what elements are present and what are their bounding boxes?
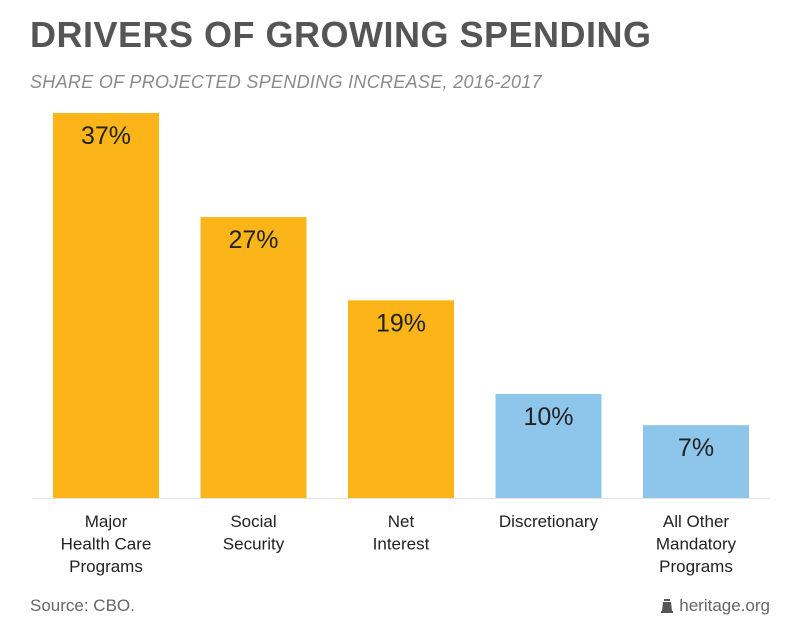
- category-label: Discretionary: [499, 512, 599, 531]
- source-note: Source: CBO.: [30, 596, 135, 615]
- bar: [200, 217, 307, 498]
- bar-value-label: 19%: [376, 309, 426, 337]
- brand-text: heritage.org: [679, 596, 770, 615]
- bar-value-label: 27%: [228, 226, 278, 254]
- category-label: All Other Mandatory Programs: [656, 512, 737, 576]
- category-label: Major Health Care Programs: [61, 512, 152, 576]
- bar-value-label: 7%: [678, 434, 714, 462]
- bar-value-label: 10%: [523, 403, 573, 431]
- bar: [53, 113, 159, 498]
- bar-value-label: 37%: [81, 122, 131, 150]
- category-label: Net Interest: [373, 512, 430, 554]
- bar: [348, 300, 454, 498]
- chart-subtitle: SHARE OF PROJECTED SPENDING INCREASE, 20…: [30, 72, 542, 92]
- chart-title: DRIVERS OF GROWING SPENDING: [30, 14, 652, 55]
- liberty-bell-icon: [661, 598, 674, 613]
- category-label: Social Security: [223, 512, 285, 554]
- bar: [495, 393, 602, 498]
- brand-logo[interactable]: heritage.org: [661, 596, 770, 616]
- bar: [643, 425, 749, 498]
